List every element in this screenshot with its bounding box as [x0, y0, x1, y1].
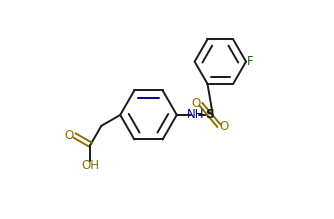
Text: F: F	[247, 55, 254, 68]
Text: O: O	[219, 120, 228, 133]
Text: O: O	[64, 129, 74, 142]
Text: OH: OH	[81, 159, 100, 172]
Text: NH: NH	[187, 108, 205, 122]
Text: O: O	[191, 97, 201, 110]
Text: S: S	[205, 108, 214, 122]
